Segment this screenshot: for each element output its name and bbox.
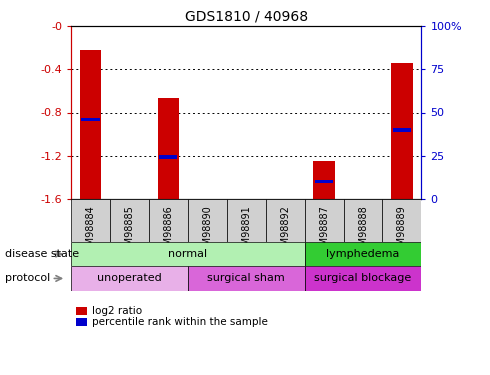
Text: GSM98886: GSM98886 <box>163 205 173 258</box>
Bar <box>71 266 188 291</box>
Text: GSM98892: GSM98892 <box>280 205 290 258</box>
Bar <box>391 63 413 199</box>
Text: disease state: disease state <box>5 249 79 259</box>
Bar <box>80 50 101 199</box>
Title: GDS1810 / 40968: GDS1810 / 40968 <box>185 10 308 24</box>
Text: lymphedema: lymphedema <box>326 249 400 259</box>
Bar <box>149 199 188 242</box>
Text: GSM98885: GSM98885 <box>124 205 134 258</box>
Bar <box>227 199 266 242</box>
Text: surgical sham: surgical sham <box>207 273 285 284</box>
Text: protocol: protocol <box>5 273 50 284</box>
Bar <box>188 266 305 291</box>
Bar <box>110 199 149 242</box>
Bar <box>71 199 110 242</box>
Text: GSM98890: GSM98890 <box>202 205 212 258</box>
Bar <box>305 242 421 266</box>
Bar <box>159 155 177 159</box>
Bar <box>305 199 343 242</box>
Bar <box>314 161 335 199</box>
Bar <box>343 199 383 242</box>
Text: GSM98891: GSM98891 <box>241 205 251 258</box>
Bar <box>383 199 421 242</box>
Bar <box>71 242 305 266</box>
Text: GSM98888: GSM98888 <box>358 205 368 258</box>
Text: GSM98884: GSM98884 <box>86 205 96 258</box>
Text: GSM98889: GSM98889 <box>397 205 407 258</box>
Bar <box>315 180 333 183</box>
Text: unoperated: unoperated <box>97 273 162 284</box>
Text: log2 ratio: log2 ratio <box>92 306 142 316</box>
Text: normal: normal <box>168 249 207 259</box>
Bar <box>158 99 179 199</box>
Text: percentile rank within the sample: percentile rank within the sample <box>92 317 268 327</box>
Text: surgical blockage: surgical blockage <box>315 273 412 284</box>
Bar <box>305 266 421 291</box>
Bar <box>266 199 305 242</box>
Bar <box>81 118 99 122</box>
Bar <box>188 199 227 242</box>
Text: GSM98887: GSM98887 <box>319 205 329 258</box>
Bar <box>393 128 411 132</box>
